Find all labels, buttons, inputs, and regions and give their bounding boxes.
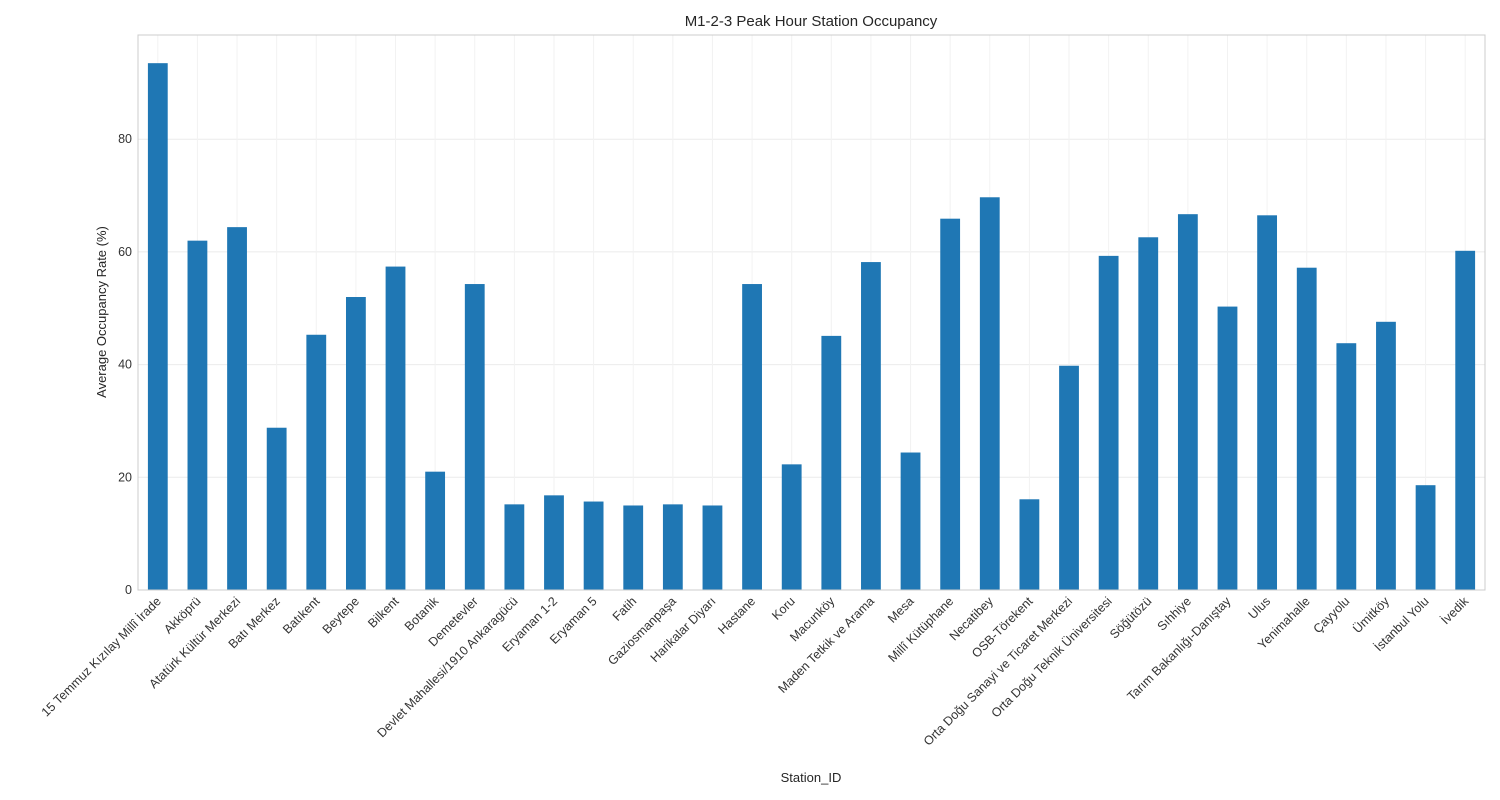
plot-area: [138, 35, 1485, 590]
bar: [504, 504, 525, 590]
bar: [583, 501, 604, 590]
y-tick-label: 40: [118, 358, 132, 372]
bar: [1098, 255, 1119, 590]
bar: [861, 262, 881, 590]
bar: [781, 464, 802, 590]
x-tick-label: Çayyolu: [1311, 594, 1353, 636]
x-tick-label: Gaziosmanpaşa: [605, 594, 679, 668]
x-tick-label: Orta Doğu Sanayi ve Ticaret Merkezi: [921, 594, 1075, 748]
y-axis-title: Average Occupancy Rate (%): [94, 226, 109, 398]
x-tick-label: Fatih: [610, 594, 640, 624]
bar: [306, 334, 327, 590]
bar: [742, 284, 762, 590]
bar: [385, 266, 406, 590]
y-tick-label: 20: [118, 470, 132, 484]
x-tick-label: Mesa: [885, 594, 917, 626]
x-tick-label: Beytepe: [320, 594, 362, 636]
y-tick-label: 0: [125, 583, 132, 597]
x-tick-label: Ulus: [1246, 594, 1274, 622]
bar: [345, 297, 366, 590]
x-tick-label: Botanik: [402, 594, 442, 634]
bar: [1376, 321, 1396, 590]
bar: [940, 218, 961, 590]
bar: [1177, 214, 1198, 590]
bar: [1059, 365, 1079, 590]
x-tick-label: Bilkent: [365, 594, 402, 631]
plot-frame: [137, 34, 1486, 591]
bar: [1138, 237, 1159, 591]
bar: [147, 63, 168, 590]
bar: [425, 471, 446, 590]
bar: [1415, 485, 1436, 590]
bar: [1455, 250, 1476, 590]
bar: [662, 504, 683, 590]
x-tick-label: Devlet Mahallesi/1910 Ankaragücü: [374, 594, 520, 740]
bars: [147, 63, 1476, 591]
x-tick-label: Batıkent: [280, 594, 323, 637]
bar: [1217, 306, 1238, 590]
x-tick-label: Koru: [769, 594, 798, 623]
x-tick-label: Sıhhiye: [1155, 594, 1194, 633]
x-tick-label: Hastane: [715, 594, 758, 637]
x-axis-ticks: 15 Temmuz Kızılay Millî İradeAkköprüAtat…: [39, 594, 1472, 749]
bar: [1336, 343, 1357, 590]
y-tick-label: 80: [118, 132, 132, 146]
bar: [1257, 215, 1278, 590]
bar: [266, 427, 287, 590]
bar: [227, 227, 247, 590]
x-tick-label: İvedik: [1438, 594, 1472, 628]
bar: [187, 240, 208, 590]
x-tick-label: Söğütözü: [1107, 594, 1154, 641]
bar: [544, 495, 564, 590]
x-tick-label: 15 Temmuz Kızılay Millî İrade: [39, 594, 164, 719]
bar: [1019, 499, 1040, 590]
bar: [900, 452, 921, 590]
chart-title: M1-2-3 Peak Hour Station Occupancy: [685, 13, 938, 30]
bar: [623, 505, 644, 590]
bar: [702, 505, 723, 590]
y-tick-label: 60: [118, 245, 132, 259]
bar: [1296, 267, 1317, 590]
x-axis-title: Station_ID: [781, 770, 842, 785]
bar: [979, 197, 1000, 590]
bar: [464, 284, 485, 590]
y-axis-ticks: 0 20 40 60 80: [118, 132, 132, 597]
bar: [821, 335, 842, 590]
